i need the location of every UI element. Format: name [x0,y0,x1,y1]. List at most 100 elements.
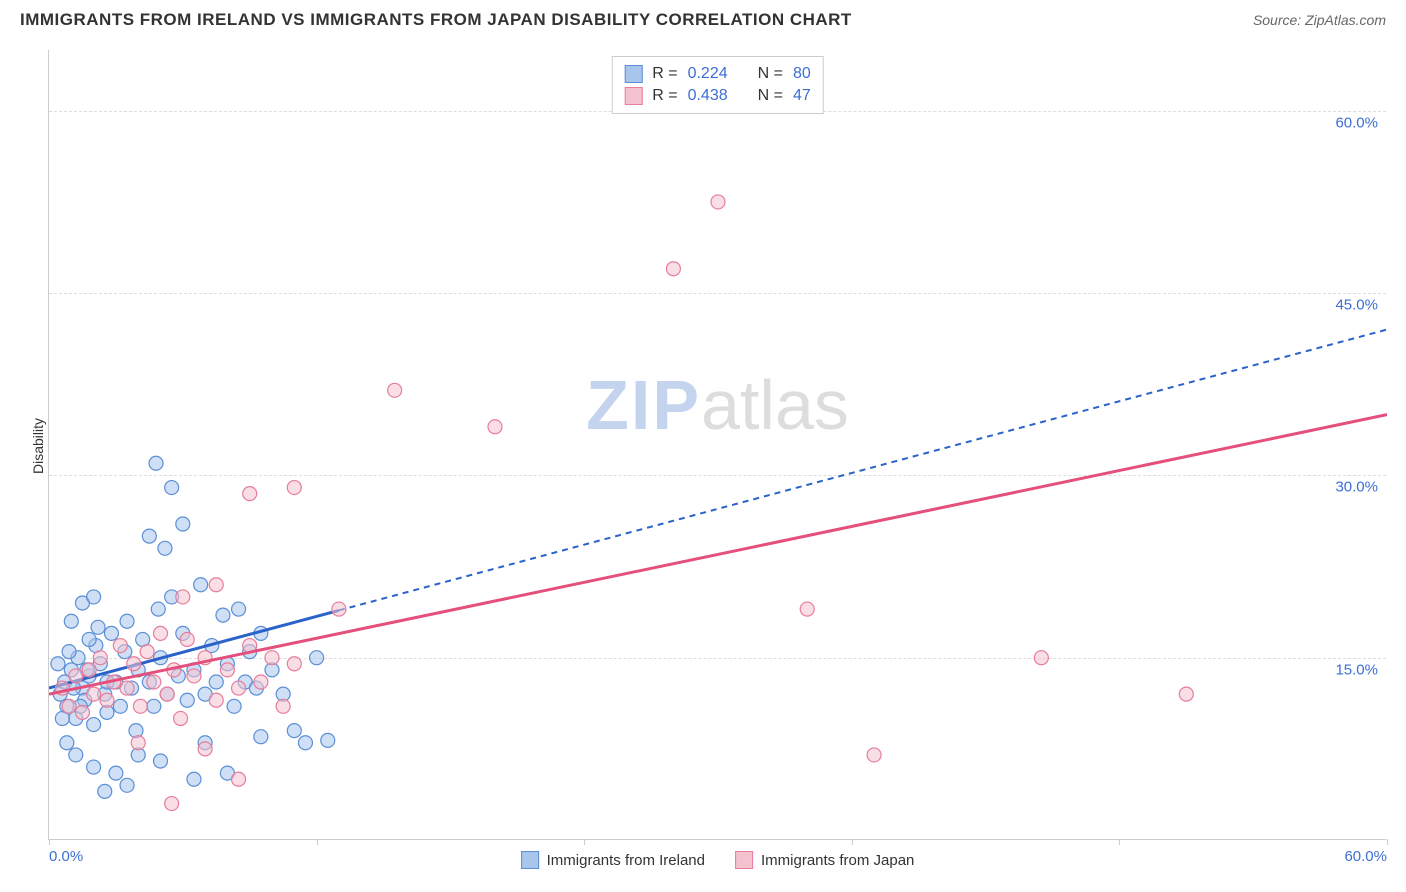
scatter-point [120,614,134,628]
scatter-point [75,705,89,719]
scatter-point [220,663,234,677]
legend-stats-row-1: R = 0.438 N = 47 [624,85,811,107]
scatter-point [209,693,223,707]
scatter-point [332,602,346,616]
scatter-point [133,699,147,713]
scatter-point [147,675,161,689]
scatter-point [198,742,212,756]
scatter-point [287,481,301,495]
legend-swatch-ireland [521,851,539,869]
xtick [1387,839,1388,845]
scatter-point [131,736,145,750]
chart-title: IMMIGRANTS FROM IRELAND VS IMMIGRANTS FR… [20,10,852,30]
scatter-point [321,733,335,747]
scatter-point [176,517,190,531]
scatter-point [180,693,194,707]
scatter-point [127,657,141,671]
scatter-point [154,626,168,640]
xtick-label-right: 60.0% [1344,848,1387,865]
scatter-point [149,456,163,470]
scatter-point [104,626,118,640]
legend-swatch-1 [624,87,642,105]
scatter-point [147,699,161,713]
r-label: R = [652,87,677,105]
scatter-point [100,693,114,707]
scatter-point [187,669,201,683]
scatter-point [1034,651,1048,665]
legend-item-1: Immigrants from Japan [735,851,914,869]
scatter-point [165,797,179,811]
legend-swatch-0 [624,65,642,83]
regression-line-dashed [339,330,1387,611]
scatter-point [113,639,127,653]
n-label: N = [758,65,783,83]
scatter-point [176,590,190,604]
scatter-point [194,578,208,592]
scatter-point [154,754,168,768]
scatter-point [227,699,241,713]
scatter-point [120,681,134,695]
n-label: N = [758,87,783,105]
scatter-point [243,487,257,501]
scatter-point [69,748,83,762]
scatter-point [232,681,246,695]
regression-line-solid [49,415,1387,695]
scatter-point [310,651,324,665]
scatter-point [62,645,76,659]
scatter-point [64,614,78,628]
scatter-point [142,529,156,543]
scatter-point [287,724,301,738]
scatter-point [254,675,268,689]
scatter-point [91,620,105,634]
legend-item-0: Immigrants from Ireland [521,851,705,869]
scatter-point [87,687,101,701]
scatter-point [87,590,101,604]
scatter-point [120,778,134,792]
scatter-point [113,699,127,713]
scatter-point [187,772,201,786]
legend-stats-row-0: R = 0.224 N = 80 [624,63,811,85]
legend-stats: R = 0.224 N = 80 R = 0.438 N = 47 [611,56,824,114]
y-axis-label: Disability [30,418,46,474]
scatter-point [62,699,76,713]
chart-area: ZIPatlas R = 0.224 N = 80 R = 0.438 N = … [48,50,1386,840]
legend-swatch-japan [735,851,753,869]
scatter-point [69,669,83,683]
plot-svg [49,50,1387,840]
r-value: 0.438 [688,87,728,105]
scatter-point [180,632,194,646]
scatter-point [232,772,246,786]
scatter-point [265,651,279,665]
scatter-point [109,766,123,780]
n-value: 47 [793,87,811,105]
scatter-point [209,578,223,592]
r-label: R = [652,65,677,83]
scatter-point [140,645,154,659]
scatter-point [254,730,268,744]
scatter-point [209,675,223,689]
scatter-point [82,663,96,677]
scatter-point [87,760,101,774]
scatter-point [388,383,402,397]
legend-label: Immigrants from Japan [761,852,914,869]
scatter-point [51,657,65,671]
n-value: 80 [793,65,811,83]
scatter-point [151,602,165,616]
scatter-point [800,602,814,616]
scatter-point [1179,687,1193,701]
r-value: 0.224 [688,65,728,83]
scatter-point [93,651,107,665]
scatter-point [232,602,246,616]
scatter-point [216,608,230,622]
plot-box: ZIPatlas R = 0.224 N = 80 R = 0.438 N = … [48,50,1386,840]
scatter-point [867,748,881,762]
scatter-point [174,711,188,725]
legend-series: Immigrants from Ireland Immigrants from … [521,851,915,869]
scatter-point [298,736,312,750]
scatter-point [165,481,179,495]
legend-label: Immigrants from Ireland [547,852,705,869]
scatter-point [666,262,680,276]
scatter-point [98,784,112,798]
scatter-point [158,541,172,555]
scatter-point [60,736,74,750]
